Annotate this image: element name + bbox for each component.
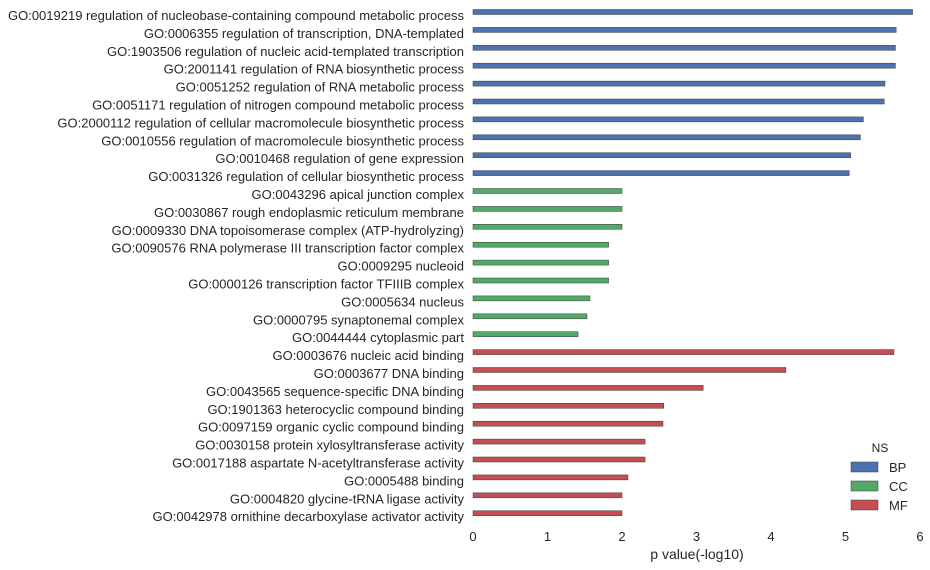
category-label: GO:0000795 synaptonemal complex [253,312,465,327]
category-label: GO:0019219 regulation of nucleobase-cont… [8,8,465,23]
bar-mf [472,420,664,427]
bar-bp [472,134,861,141]
x-tick-label: 3 [693,529,700,544]
category-label: GO:0043296 apical junction complex [252,187,465,202]
bar-cc [472,241,609,248]
legend-label: BP [889,460,906,475]
category-label: GO:0009295 nucleoid [338,259,464,274]
bar-mf [472,456,646,463]
category-label: GO:1903506 regulation of nucleic acid-te… [107,44,464,59]
x-tick-label: 5 [842,529,849,544]
bar-cc [472,206,623,212]
x-tick-label: 6 [916,529,923,544]
bar-mf [472,349,895,355]
bar-bp [472,98,885,105]
bar-bp [472,45,896,51]
category-label: GO:0003676 nucleic acid binding [272,348,464,363]
category-label: GO:0051171 regulation of nitrogen compou… [92,98,464,113]
category-label: GO:2000112 regulation of cellular macrom… [57,115,464,130]
bar-cc [472,295,591,302]
category-label: GO:0010468 regulation of gene expression [215,151,464,166]
category-labels: GO:0019219 regulation of nucleobase-cont… [8,8,465,524]
category-label: GO:0051252 regulation of RNA metabolic p… [176,80,465,95]
bar-mf [472,474,629,481]
bar-mf [472,438,646,445]
bar-bp [472,62,896,69]
bar-bp [472,170,850,176]
legend-swatch [850,480,879,492]
category-label: GO:0090576 RNA polymerase III transcript… [111,241,464,256]
bar-cc [472,188,623,194]
category-label: GO:0097159 organic cyclic compound bindi… [198,420,464,435]
category-label: GO:0000126 transcription factor TFIIIB c… [188,277,464,292]
category-label: GO:0031326 regulation of cellular biosyn… [148,169,464,184]
bar-cc [472,331,579,337]
legend: NS BP CC MF [850,441,908,513]
x-tick-label: 4 [767,529,774,544]
category-label: GO:0004820 glycine-tRNA ligase activity [230,491,465,506]
bar-bp [472,27,897,33]
bar-cc [472,224,623,230]
category-label: GO:0043565 sequence-specific DNA binding [206,384,464,399]
category-label: GO:0005634 nucleus [341,294,464,309]
bar-bp [472,9,913,15]
bar-mf [472,403,664,409]
category-label: GO:0010556 regulation of macromolecule b… [101,133,464,148]
bar-bp [472,152,851,158]
x-axis-title: p value(-log10) [650,546,743,562]
category-label: GO:0030158 protein xylosyltransferase ac… [195,438,464,453]
category-label: GO:0017188 aspartate N-acetyltransferase… [172,456,464,471]
category-label: GO:0006355 regulation of transcription, … [144,26,464,41]
category-label: GO:0003677 DNA binding [314,366,464,381]
category-label: GO:0030867 rough endoplasmic reticulum m… [154,205,464,220]
bars [472,9,913,516]
legend-label: MF [889,498,908,513]
legend-swatch [850,499,879,511]
bar-bp [472,116,864,123]
legend-swatch [850,461,879,473]
bar-mf [472,367,787,373]
bar-mf [472,492,623,499]
bar-bp [472,80,886,87]
bar-cc [472,277,609,284]
category-label: GO:0044444 cytoplasmic part [292,330,464,345]
legend-label: CC [889,479,908,494]
category-label: GO:0042978 ornithine decarboxylase activ… [153,509,465,524]
category-label: GO:0005488 binding [344,473,464,488]
x-tick-label: 1 [544,529,551,544]
category-label: GO:1901363 heterocyclic compound binding [207,402,464,417]
x-axis-ticks: 0 1 2 3 4 5 6 [469,529,923,544]
bar-mf [472,385,704,391]
bar-cc [472,313,588,320]
category-label: GO:2001141 regulation of RNA biosyntheti… [164,62,465,77]
x-tick-label: 2 [618,529,625,544]
category-label: GO:0009330 DNA topoisomerase complex (AT… [112,223,464,238]
x-tick-label: 0 [469,529,476,544]
legend-title: NS [872,441,889,455]
bar-mf [472,510,623,516]
bar-cc [472,259,609,266]
